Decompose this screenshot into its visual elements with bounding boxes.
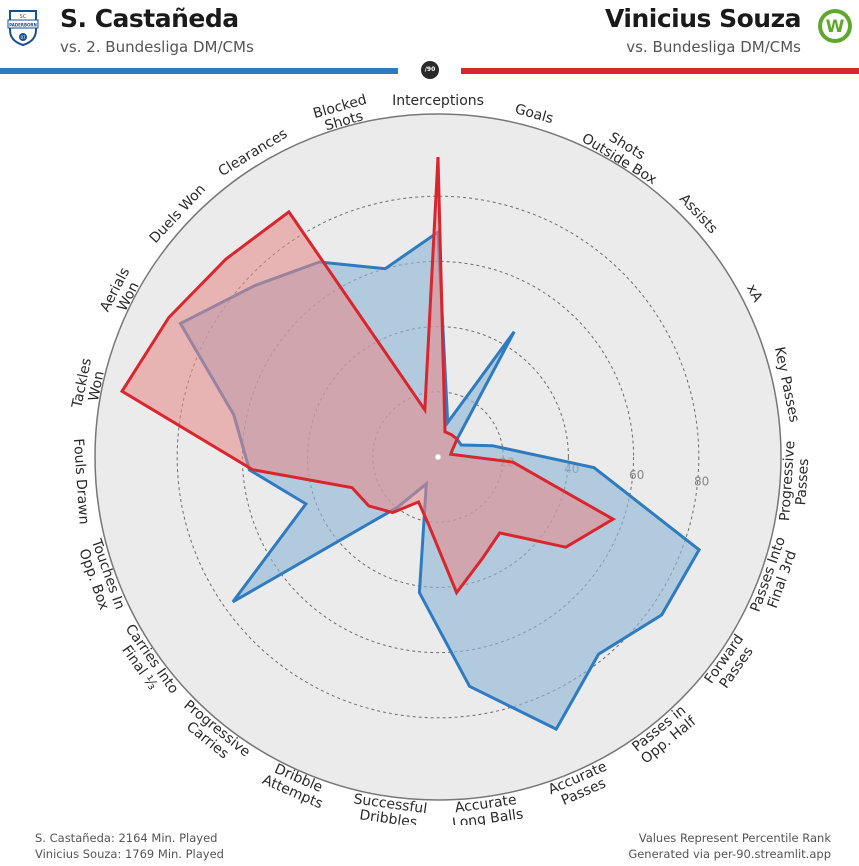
player2-comparison: vs. Bundesliga DM/CMs: [626, 38, 801, 56]
axis-label-17: Fouls Drawn: [70, 438, 92, 525]
player1-name: S. Castañeda: [60, 4, 239, 33]
axis-label-6: ProgressivePasses: [777, 440, 813, 522]
axis-label-0: Interceptions: [392, 93, 484, 109]
crest-07: 07: [20, 35, 26, 40]
axis-label-18-line-1: Won: [86, 370, 108, 403]
center-dot: [434, 453, 442, 461]
axis-label-6-line-1: Passes: [793, 458, 812, 506]
per90-badge: /90: [421, 61, 439, 79]
crest-paderborn: PADERBORN: [9, 23, 37, 28]
generated-note: Generated via per-90.streamlit.app: [628, 847, 831, 861]
player2-minutes: Vinicius Souza: 1769 Min. Played: [35, 847, 224, 861]
axis-label-11: AccurateLong Balls: [449, 791, 524, 825]
player1-minutes: S. Castañeda: 2164 Min. Played: [35, 831, 218, 845]
percentile-note: Values Represent Percentile Rank: [638, 831, 831, 845]
axis-label-4: xA: [743, 282, 766, 306]
axis-label-0-line-0: Interceptions: [392, 93, 484, 109]
player1-color-bar: [0, 68, 398, 74]
header: SC PADERBORN 07 S. Castañeda vs. 2. Bund…: [0, 0, 859, 80]
ring-80: [176, 195, 700, 719]
axis-label-6-line-0: Progressive: [777, 440, 798, 521]
radar-chart: 20406080InterceptionsGoalsShotsOutside B…: [69, 92, 813, 825]
ring-label-80: 80: [694, 474, 709, 488]
ring-label-60: 60: [629, 468, 644, 482]
crest-w: W: [826, 17, 845, 37]
crest-sc: SC: [20, 14, 27, 20]
axis-label-17-line-0: Fouls Drawn: [70, 438, 92, 525]
paderborn-crest-icon: SC PADERBORN 07: [6, 8, 40, 47]
series-2-area: [119, 157, 617, 596]
player2-name: Vinicius Souza: [604, 4, 802, 33]
wolfsburg-crest-icon: W: [817, 8, 853, 44]
minutes-played-note: S. Castañeda: 2164 Min. Played Vinicius …: [35, 830, 224, 862]
source-note: Values Represent Percentile Rank Generat…: [628, 830, 831, 862]
player1-comparison: vs. 2. Bundesliga DM/CMs: [60, 38, 254, 56]
player2-color-bar: [461, 68, 859, 74]
axis-label-4-line-0: xA: [743, 282, 766, 306]
